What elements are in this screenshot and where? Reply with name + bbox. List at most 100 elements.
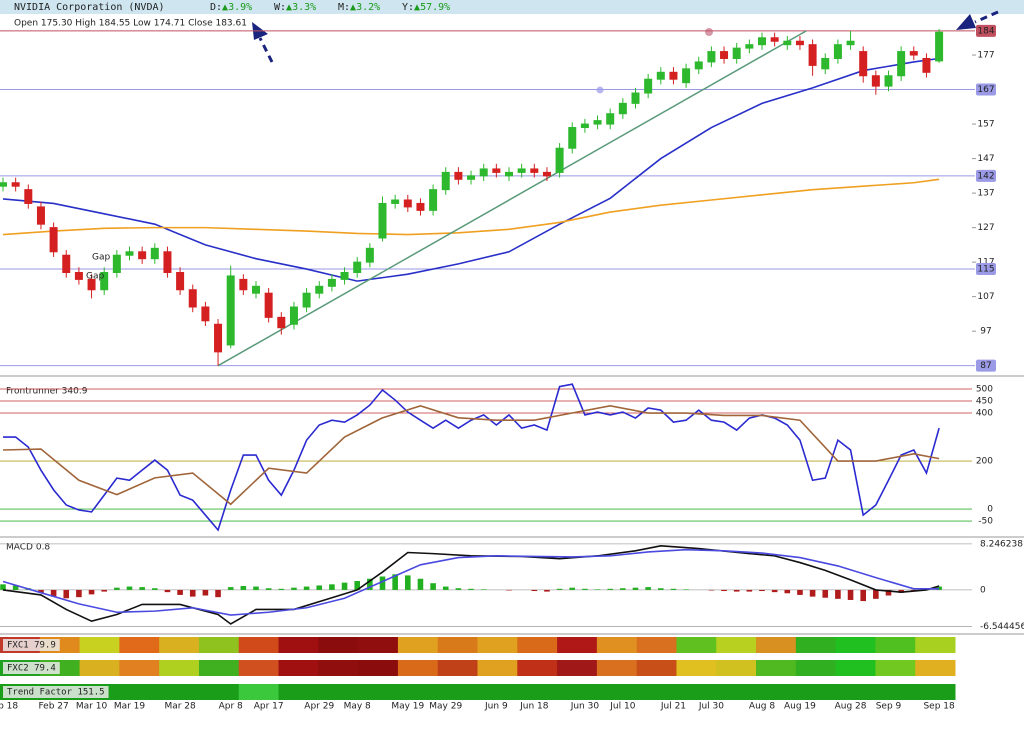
candle-body <box>403 199 412 208</box>
histogram-bar <box>12 585 19 590</box>
change-value: ▲3.2% <box>350 2 380 13</box>
histogram-bar <box>430 583 436 590</box>
candle-body <box>315 285 324 294</box>
x-tick-label: Jun 9 <box>484 702 508 712</box>
change-key: D: <box>210 2 222 13</box>
period-change: W:▲3.3% <box>274 2 316 13</box>
heat-cell <box>795 684 837 700</box>
y-tick-label: 107 <box>977 292 994 302</box>
candle-body <box>871 75 880 87</box>
histogram-bar <box>620 588 626 590</box>
candle-body <box>909 51 918 56</box>
histogram-bar <box>873 589 879 599</box>
candle-body <box>580 123 589 129</box>
candle-body <box>606 113 615 125</box>
x-tick-label: May 29 <box>429 702 462 712</box>
heat-cell <box>557 637 598 653</box>
x-tick-label: Aug 28 <box>835 702 867 712</box>
histogram-bar <box>88 589 95 595</box>
histogram-bar <box>63 589 70 599</box>
y-tick-label: 0 <box>987 505 993 515</box>
histogram-bar <box>126 586 133 590</box>
y-tick-label: 500 <box>976 385 993 395</box>
change-key: W: <box>274 2 286 13</box>
change-key: M: <box>338 2 350 13</box>
heat-cell <box>358 637 399 653</box>
histogram-bar <box>0 584 6 590</box>
histogram-bar <box>480 589 487 590</box>
period-change: M:▲3.2% <box>338 2 380 13</box>
histogram-bar <box>607 588 613 590</box>
x-tick-label: Mar 28 <box>164 702 196 712</box>
candle-body <box>618 102 627 115</box>
heat-cell <box>397 637 439 653</box>
histogram-bar <box>291 587 297 590</box>
candle-body <box>720 51 729 59</box>
y-tick-label: 0 <box>980 585 986 595</box>
heat-cell <box>397 660 439 676</box>
candle-body <box>252 285 260 294</box>
candle-body <box>441 171 450 191</box>
heat-cell <box>159 637 200 653</box>
heat-cell <box>318 660 359 676</box>
candle-body <box>783 40 792 46</box>
x-tick-label: Jul 10 <box>609 702 635 712</box>
histogram-bar <box>670 588 677 590</box>
histogram-bar <box>215 589 221 598</box>
ohlc-info: Open 175.30 High 184.55 Low 174.71 Close… <box>14 19 247 29</box>
candle-body <box>100 271 109 291</box>
candle-body <box>656 71 665 80</box>
histogram-bar <box>784 589 791 594</box>
y-tick-label: 8.246238 <box>980 539 1023 549</box>
candle-body <box>353 261 362 273</box>
candle-body <box>694 61 703 70</box>
heat-cell <box>198 684 240 700</box>
strip-label-bg <box>3 662 60 674</box>
histogram-bar <box>417 578 424 590</box>
x-tick-label: Apr 8 <box>219 702 243 712</box>
heat-cell <box>119 660 160 676</box>
candle-body <box>150 247 159 260</box>
strip-label: FXC2 79.4 <box>7 664 56 674</box>
candle-body <box>188 289 197 308</box>
candle-body <box>669 71 678 80</box>
candle-body <box>833 44 842 59</box>
histogram-bar <box>316 585 323 590</box>
y-tick-label: 400 <box>976 409 993 419</box>
x-tick-label: May 8 <box>344 702 371 712</box>
histogram-bar <box>341 582 348 590</box>
x-tick-label: May 19 <box>391 702 424 712</box>
histogram-bar <box>253 586 259 590</box>
heat-cell <box>835 660 876 676</box>
histogram-bar <box>303 586 310 590</box>
level-box <box>976 263 996 276</box>
heat-cell <box>835 684 876 700</box>
histogram-bar <box>114 587 120 590</box>
candle-body <box>517 168 526 173</box>
change-value: ▲57.9% <box>414 2 450 13</box>
heat-cell <box>517 637 558 653</box>
heat-cell <box>716 660 757 676</box>
heat-cell <box>318 684 359 700</box>
histogram-bar <box>746 589 753 592</box>
heat-cell <box>437 660 478 676</box>
change-key: Y: <box>402 2 414 13</box>
period-change: Y:▲57.9% <box>402 2 450 13</box>
indicator-line <box>3 383 940 532</box>
histogram-bar <box>164 589 171 593</box>
x-tick-label: Jun 18 <box>519 702 549 712</box>
candle-body <box>644 78 653 94</box>
y-tick-label: 97 <box>980 327 991 337</box>
x-tick-label: Jun 30 <box>570 702 600 712</box>
x-tick-label: Mar 10 <box>76 702 108 712</box>
x-tick-label: Aug 19 <box>784 702 816 712</box>
level-label: 87 <box>980 361 991 371</box>
candle-body <box>479 168 488 177</box>
heat-cell <box>875 637 916 653</box>
candle-body <box>239 278 248 291</box>
histogram-bar <box>101 589 107 592</box>
trendline <box>217 30 807 367</box>
candle-body <box>795 40 804 46</box>
heat-cell <box>716 637 757 653</box>
heat-cell <box>795 660 837 676</box>
